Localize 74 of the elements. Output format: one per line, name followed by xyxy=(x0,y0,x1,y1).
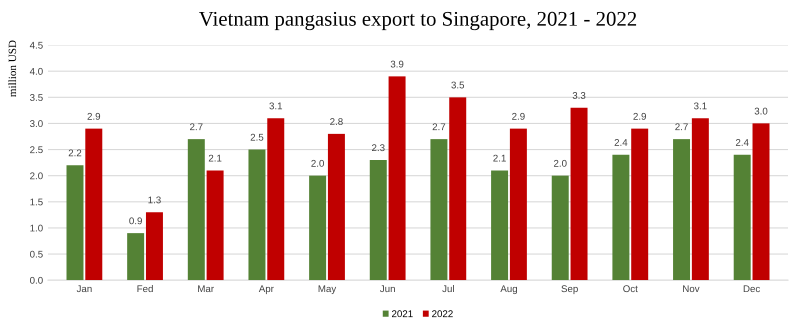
data-label: 2.7 xyxy=(432,123,446,130)
y-tick-label: 2.5 xyxy=(30,146,43,154)
x-tick-label: Nov xyxy=(683,285,700,292)
x-tick-label: Jun xyxy=(380,285,395,292)
legend-label: 2022 xyxy=(432,310,453,318)
data-label: 2.1 xyxy=(208,154,222,162)
x-tick-label: Fed xyxy=(137,285,153,292)
data-label: 3.1 xyxy=(694,102,707,110)
x-tick-label: Jul xyxy=(442,285,454,292)
bar xyxy=(570,108,588,280)
data-label: 3.9 xyxy=(390,60,404,68)
bar xyxy=(388,76,406,280)
bar xyxy=(206,170,224,280)
bar xyxy=(491,170,508,280)
bar xyxy=(127,233,144,280)
data-label: 3.0 xyxy=(754,108,768,115)
data-label: 2.3 xyxy=(372,144,385,152)
y-tick-label: 0.0 xyxy=(30,276,43,284)
x-tick-label: Jan xyxy=(76,285,92,292)
bar xyxy=(612,154,630,280)
bar xyxy=(309,176,326,280)
x-tick-label: Dec xyxy=(744,285,760,292)
y-tick-label: 1.5 xyxy=(30,198,43,206)
data-label: 3.1 xyxy=(269,102,282,110)
bar xyxy=(510,128,527,280)
x-tick-label: Aug xyxy=(500,285,518,294)
bar xyxy=(449,97,466,280)
data-label: 1.3 xyxy=(148,196,161,204)
bar xyxy=(328,134,345,280)
bar xyxy=(631,128,648,280)
chart-title: Vietnam pangasius export to Singapore, 2021 - 2022 xyxy=(198,12,636,30)
data-label: 2.1 xyxy=(493,154,506,162)
bar xyxy=(188,139,205,280)
data-label: 2.0 xyxy=(311,160,324,167)
bar xyxy=(734,154,751,280)
bar xyxy=(267,118,284,280)
x-tick-label: Sep xyxy=(561,285,578,294)
data-label: 0.9 xyxy=(129,217,142,224)
data-label: 2.4 xyxy=(614,139,628,146)
bar xyxy=(430,139,448,280)
y-axis-title: million USD xyxy=(8,40,16,97)
bar xyxy=(692,118,709,280)
data-label: 3.3 xyxy=(572,92,586,99)
bar xyxy=(752,123,770,280)
y-tick-label: 2.0 xyxy=(30,172,43,180)
bar xyxy=(146,212,163,280)
bar xyxy=(673,139,690,280)
x-tick-label: Oct xyxy=(623,285,638,292)
legend-label: 2021 xyxy=(392,310,413,318)
y-tick-label: 3.5 xyxy=(30,94,43,101)
y-tick-label: 4.5 xyxy=(30,42,43,49)
data-label: 2.0 xyxy=(554,160,567,167)
data-label: 2.9 xyxy=(512,112,525,120)
data-label: 2.9 xyxy=(633,112,646,120)
y-tick-label: 0.5 xyxy=(30,250,43,258)
data-label: 2.5 xyxy=(250,134,264,141)
data-label: 2.8 xyxy=(330,118,343,126)
bar xyxy=(248,150,266,280)
y-tick-label: 1.0 xyxy=(30,224,43,232)
bar xyxy=(370,160,387,280)
data-label: 3.5 xyxy=(451,82,464,88)
bar xyxy=(66,165,84,280)
y-tick-label: 3.0 xyxy=(30,120,43,128)
data-label: 2.9 xyxy=(88,112,100,120)
bar xyxy=(85,128,102,280)
data-label: 2.2 xyxy=(68,149,82,156)
data-label: 2.7 xyxy=(675,123,688,130)
y-tick-label: 4.0 xyxy=(30,68,43,75)
x-tick-label: Mar xyxy=(198,285,214,292)
bar xyxy=(552,176,569,280)
data-label: 2.7 xyxy=(190,123,203,130)
data-label: 2.4 xyxy=(736,139,749,146)
x-tick-label: Apr xyxy=(258,285,274,294)
x-tick-label: May xyxy=(318,285,336,294)
